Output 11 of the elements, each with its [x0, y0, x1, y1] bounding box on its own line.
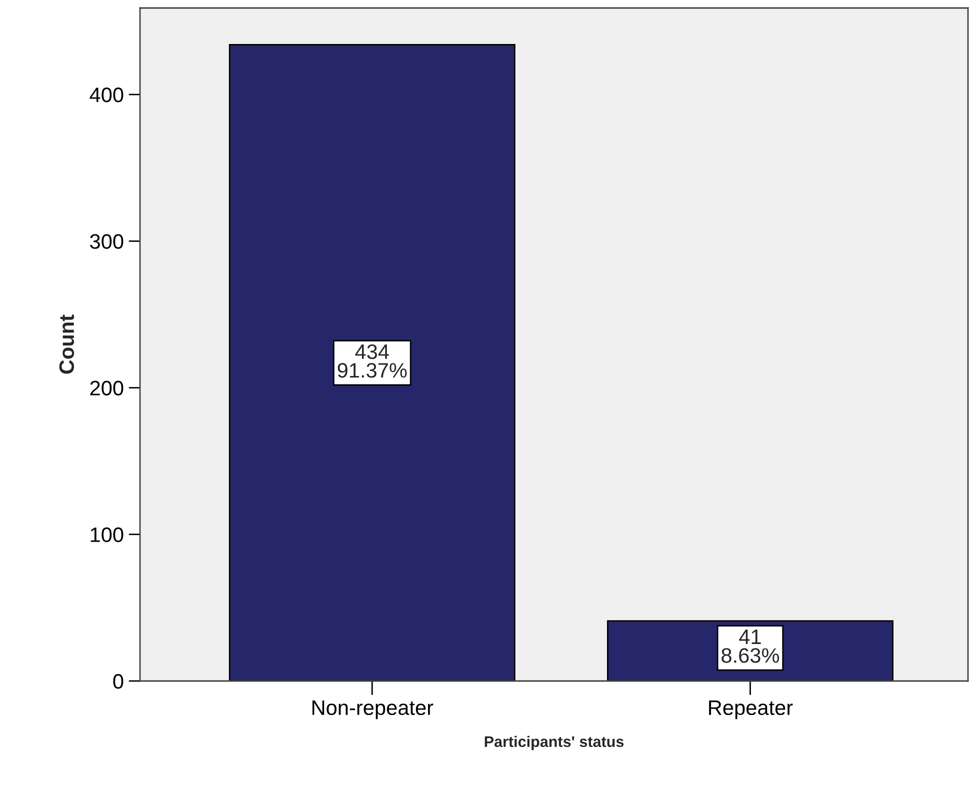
y-axis-title: Count [59, 314, 74, 374]
x-tick-label: Non-repeater [312, 700, 434, 720]
y-tick-label: 0 [113, 674, 124, 689]
data-label: 434 91.37% [338, 344, 407, 378]
y-tick-label: 300 [90, 234, 124, 249]
y-tick-label: 200 [90, 380, 124, 396]
x-axis-title: Participants' status [484, 736, 624, 750]
y-tick-label: 100 [90, 527, 124, 542]
x-tick-label: Repeater [709, 700, 793, 720]
data-label: 41 8.63% [722, 630, 780, 663]
y-tick-label: 400 [90, 88, 124, 102]
